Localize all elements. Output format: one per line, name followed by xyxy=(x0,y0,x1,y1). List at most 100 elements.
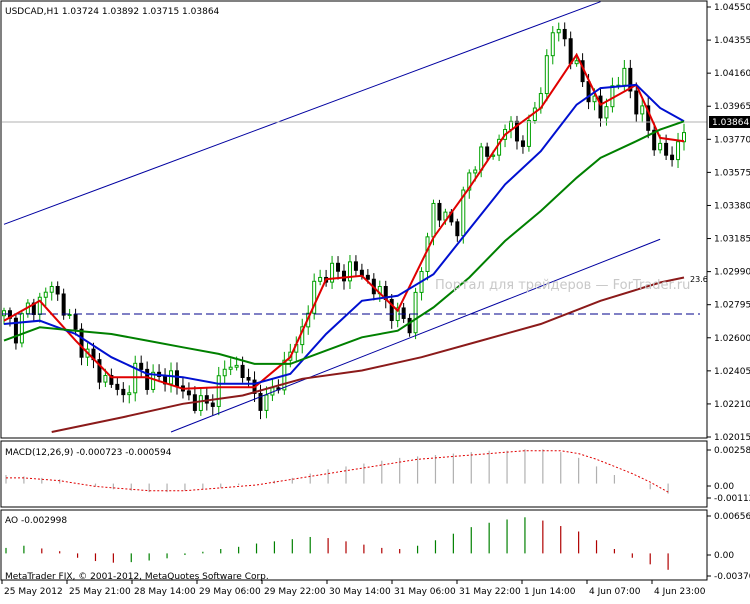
candle-body xyxy=(550,32,555,57)
candle-body xyxy=(592,95,597,103)
candle-body xyxy=(228,366,233,370)
candle-body xyxy=(312,280,317,314)
candle-body xyxy=(455,221,460,237)
moving-average-line xyxy=(3,120,685,365)
time-tick-label: 25 May 21:00 xyxy=(69,587,131,597)
candle-body xyxy=(103,375,108,383)
candle-body xyxy=(467,172,472,191)
candle-body xyxy=(174,370,179,387)
indicator-tick-label: 0.00 xyxy=(714,551,734,561)
price-tick-label: 1.02600 xyxy=(714,334,750,344)
symbol-header: USDCAD,H1 1.03724 1.03892 1.03715 1.0386… xyxy=(5,7,220,17)
candle-body xyxy=(330,262,335,283)
candle-body xyxy=(336,262,341,272)
time-tick-label: 31 May 22:00 xyxy=(459,587,521,597)
copyright-text: MetaTrader FIX, © 2001-2012, MetaQuotes … xyxy=(5,572,269,582)
candle-body xyxy=(210,402,215,407)
fib-level-label: 23.6 xyxy=(690,275,708,284)
candle-body xyxy=(652,129,657,151)
current-price-box xyxy=(709,116,750,128)
candle-body xyxy=(240,364,245,378)
candle-body xyxy=(2,310,6,317)
price-tick-label: 1.03185 xyxy=(714,235,750,245)
candle-body xyxy=(574,60,579,65)
indicator-tick-label: 0.00 xyxy=(714,482,734,492)
candle-body xyxy=(97,359,102,383)
main-price-panel[interactable] xyxy=(2,1,707,433)
candle-body xyxy=(407,317,412,334)
moving-average-line xyxy=(3,52,685,390)
time-tick-label: 31 May 06:00 xyxy=(394,587,456,597)
indicator-tick-label: 0.00656 xyxy=(714,512,750,522)
candle-body xyxy=(473,169,478,174)
candle-body xyxy=(556,28,561,34)
candle-body xyxy=(526,120,531,147)
candle-body xyxy=(479,146,484,171)
candle-body xyxy=(222,368,227,377)
candle-body xyxy=(67,314,72,317)
price-tick-label: 1.02990 xyxy=(714,268,750,278)
time-tick-label: 4 Jun 23:00 xyxy=(654,587,706,597)
current-price-label: 1.03864 xyxy=(712,118,749,128)
candle-body xyxy=(664,142,669,156)
main-panel-border xyxy=(0,0,708,439)
watermark-text: Портал для трейдеров — ForTrader.ru xyxy=(435,278,690,293)
candle-body xyxy=(401,307,406,319)
candle-body xyxy=(43,291,48,298)
ao-panel[interactable]: 0.00656 0.00 -0.00370 xyxy=(5,512,750,582)
candle-body xyxy=(246,376,251,381)
candle-body xyxy=(610,85,615,108)
candle-body xyxy=(198,395,203,411)
candle-body xyxy=(151,371,156,390)
indicator-tick-label: -0.00112 xyxy=(714,494,750,504)
candle-body xyxy=(598,95,603,119)
candle-body xyxy=(544,55,549,95)
time-tick-label: 30 May 14:00 xyxy=(329,587,391,597)
candle-body xyxy=(264,394,269,411)
moving-average-line xyxy=(3,83,685,385)
candle-body xyxy=(514,120,519,142)
candle-body xyxy=(49,285,54,293)
channel-lower-line xyxy=(170,238,661,433)
candle-body xyxy=(121,388,126,396)
price-tick-label: 1.02015 xyxy=(714,433,750,443)
candle-body xyxy=(676,141,681,161)
macd-panel-border xyxy=(0,440,708,508)
ao-panel-border xyxy=(0,509,708,581)
macd-panel[interactable]: 0.002586 0.00 -0.00112 xyxy=(5,446,750,504)
candle-body xyxy=(658,142,663,151)
candle-body xyxy=(258,392,263,411)
candle-body xyxy=(365,274,370,280)
moving-average-line xyxy=(51,276,685,433)
time-tick-label: 1 Jun 14:00 xyxy=(524,587,576,597)
candle-body xyxy=(353,261,358,271)
candle-body xyxy=(55,285,60,295)
time-tick-label: 28 May 14:00 xyxy=(134,587,196,597)
candle-body xyxy=(19,313,24,344)
candle-body xyxy=(520,140,525,147)
candle-body xyxy=(186,390,191,396)
price-tick-label: 1.03380 xyxy=(714,201,750,211)
indicator-tick-label: 0.002586 xyxy=(714,446,750,456)
candle-body xyxy=(604,106,609,119)
candle-body xyxy=(73,314,78,330)
ao-title: AO -0.002998 xyxy=(5,516,67,526)
candle-body xyxy=(13,317,18,344)
price-tick-label: 1.03965 xyxy=(714,102,750,112)
candle-body xyxy=(646,105,651,131)
candle-body xyxy=(586,81,591,103)
time-tick-label: 29 May 22:00 xyxy=(264,587,326,597)
candle-body xyxy=(145,368,150,390)
time-tick-label: 4 Jun 07:00 xyxy=(589,587,641,597)
channel-upper-line xyxy=(3,1,601,225)
price-axis: 1.04550 1.04355 1.04160 1.03965 1.03770 1.035… xyxy=(707,3,750,443)
candle-body xyxy=(139,362,144,370)
price-tick-label: 1.02405 xyxy=(714,367,750,377)
candle-body xyxy=(622,67,627,86)
candle-body xyxy=(79,328,84,358)
price-tick-label: 1.03575 xyxy=(714,168,750,178)
candle-body xyxy=(562,28,567,40)
